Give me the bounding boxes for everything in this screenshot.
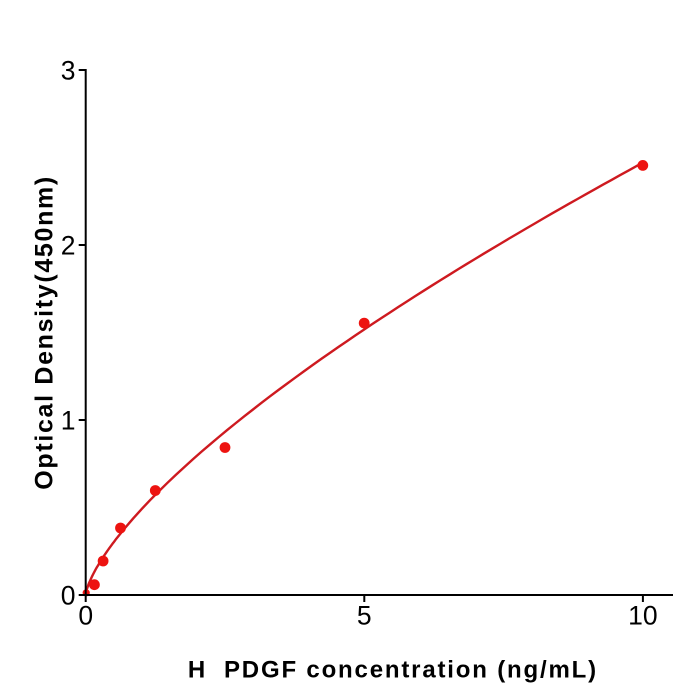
svg-text:H PDGF concentration (ng/mL): H PDGF concentration (ng/mL) — [188, 657, 598, 684]
svg-text:0: 0 — [78, 601, 93, 631]
svg-text:1: 1 — [61, 406, 76, 436]
svg-text:10: 10 — [628, 601, 657, 631]
svg-text:3: 3 — [61, 56, 76, 86]
svg-text:0: 0 — [61, 581, 76, 611]
svg-text:5: 5 — [357, 601, 372, 631]
svg-text:Optical Density(450nm): Optical Density(450nm) — [31, 175, 59, 490]
svg-text:2: 2 — [61, 231, 76, 261]
